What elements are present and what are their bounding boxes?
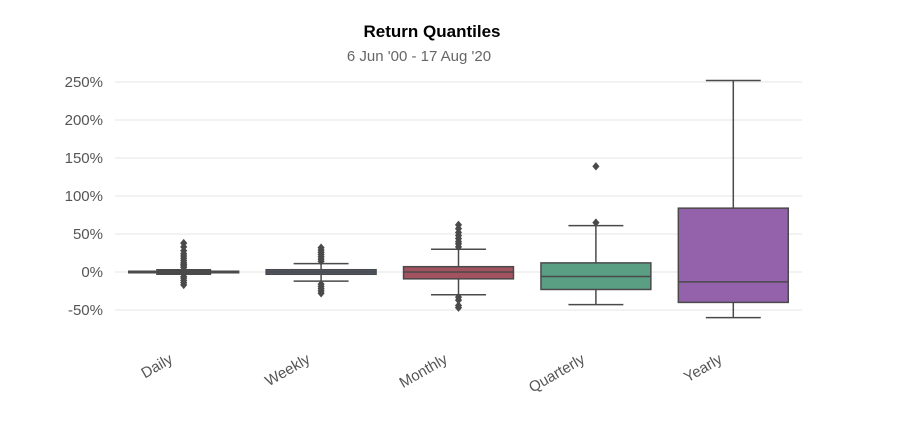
x-tick-label: Quarterly bbox=[526, 350, 588, 396]
y-axis-ticks: -50% 0% 50% 100% 150% 200% 250% bbox=[65, 74, 103, 319]
outlier-point bbox=[592, 162, 600, 171]
x-tick-label: Weekly bbox=[262, 350, 313, 389]
y-tick-label: -50% bbox=[68, 302, 103, 319]
outlier-point bbox=[592, 218, 600, 227]
iqr-box bbox=[402, 265, 515, 280]
x-tick-label: Daily bbox=[138, 350, 176, 382]
x-tick-label: Yearly bbox=[681, 350, 726, 386]
outlier-point bbox=[180, 272, 188, 281]
y-tick-label: 200% bbox=[65, 112, 103, 129]
box-yearly bbox=[677, 79, 790, 319]
x-tick-label: Monthly bbox=[397, 350, 451, 391]
outlier-point bbox=[317, 279, 325, 289]
outlier-point bbox=[454, 220, 463, 230]
outlier-point bbox=[317, 243, 325, 252]
box-quarterly bbox=[540, 162, 652, 306]
y-tick-label: 250% bbox=[65, 74, 103, 91]
box-plots bbox=[127, 79, 790, 319]
chart-title: Return Quantiles bbox=[364, 22, 501, 41]
y-tick-label: 0% bbox=[81, 264, 103, 281]
chart-subtitle: 6 Jun '00 - 17 Aug '20 bbox=[347, 48, 491, 65]
y-tick-label: 50% bbox=[73, 226, 103, 243]
iqr-box bbox=[677, 207, 790, 304]
box-weekly bbox=[265, 243, 377, 298]
outlier-point bbox=[180, 238, 188, 248]
y-tick-label: 150% bbox=[65, 150, 103, 167]
box-daily bbox=[127, 238, 240, 290]
outlier-point bbox=[454, 292, 463, 302]
box-monthly bbox=[402, 220, 515, 312]
y-tick-label: 100% bbox=[65, 188, 103, 205]
x-axis-ticks: Daily Weekly Monthly Quarterly Yearly bbox=[138, 350, 725, 396]
outlier-point bbox=[454, 301, 463, 310]
